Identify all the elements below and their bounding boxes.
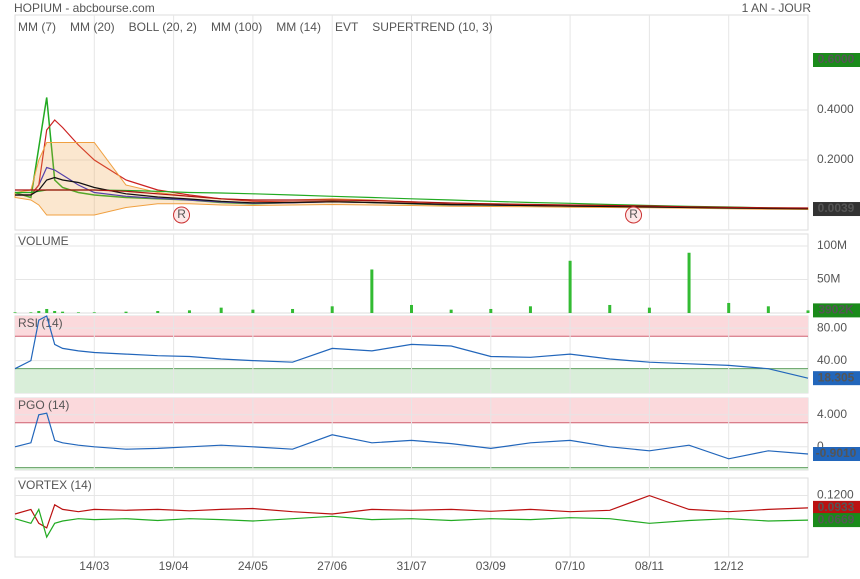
indicator-line (14, 315, 809, 379)
value-box (813, 53, 860, 67)
y-tick-label: 80.00 (817, 320, 847, 334)
indicator-line (14, 412, 809, 460)
value-label: 0.0669 (818, 512, 855, 526)
panel-title: PGO (14) (18, 398, 69, 412)
value-box (813, 513, 860, 528)
panel-title: VOLUME (18, 234, 69, 248)
x-tick-label: 31/07 (396, 559, 426, 573)
volume-bar (766, 306, 770, 313)
page-title: HOPIUM - abcbourse.com (14, 1, 155, 15)
volume-bar (410, 304, 413, 313)
volume-bar (156, 310, 160, 313)
x-tick-label: 07/10 (555, 559, 585, 573)
event-marker (625, 206, 643, 224)
period: 1 AN - JOUR (742, 1, 812, 15)
volume-bar (76, 312, 80, 313)
x-tick-label: 14/03 (79, 559, 109, 573)
legend-entry: MM (100) (211, 20, 262, 34)
volume-bar (251, 309, 255, 313)
x-tick-label: 03/09 (476, 559, 506, 573)
volume-bar (449, 309, 453, 313)
volume-bar (92, 312, 96, 313)
value-label: 18.305 (818, 370, 855, 384)
value-box (813, 202, 860, 217)
y-tick-label: 0 (817, 439, 824, 453)
y-tick-label: 100M (817, 238, 847, 252)
volume-bar (29, 312, 33, 313)
volume-bar (528, 306, 532, 313)
event-label: R (177, 207, 186, 221)
legend-entry: BOLL (20, 2) (129, 20, 197, 34)
indicator-line (14, 507, 809, 539)
y-tick-label: 0.4000 (817, 102, 854, 116)
value-label: 0.0039 (818, 201, 855, 215)
y-tick-label: 0.2000 (817, 152, 854, 166)
x-tick-label: 19/04 (159, 559, 189, 573)
legend-entry: EVT (335, 20, 359, 34)
x-tick-label: 08/11 (635, 559, 664, 573)
indicator-line (15, 176, 809, 210)
indicator-line (14, 494, 809, 529)
legend-entry: SUPERTREND (10, 3) (372, 20, 492, 34)
volume-bar (45, 308, 49, 313)
y-tick-label: 4.000 (817, 407, 847, 421)
volume-bar (37, 310, 41, 313)
x-tick-label: 12/12 (714, 559, 744, 573)
legend-entry: MM (20) (70, 20, 115, 34)
legend-entry: MM (7) (18, 20, 56, 34)
volume-bar (806, 310, 810, 313)
y-tick-label: 40.00 (817, 353, 847, 367)
value-label: 0.0933 (818, 500, 855, 514)
y-tick-label: 0.1200 (817, 488, 854, 502)
volume-bar (727, 302, 731, 313)
volume-bar (53, 310, 57, 313)
event-label: R (629, 207, 638, 221)
value-label: 3902K (818, 303, 854, 317)
volume-bar (291, 308, 295, 313)
volume-bar (219, 307, 223, 313)
value-label: 0.6000 (818, 52, 855, 66)
volume-bar (187, 310, 191, 313)
event-marker (173, 206, 191, 224)
volume-bar (124, 311, 128, 313)
volume-bar (489, 308, 493, 313)
legend-entry: MM (14) (276, 20, 321, 34)
value-box (813, 500, 860, 515)
volume-bar (370, 269, 374, 313)
volume-bar (330, 306, 334, 313)
x-tick-label: 27/06 (317, 559, 347, 573)
value-box (813, 447, 860, 462)
volume-bar (61, 311, 65, 313)
value-box (813, 303, 860, 318)
x-tick-label: 24/05 (238, 559, 268, 573)
volume-bar (568, 260, 572, 313)
value-box (813, 371, 860, 386)
panel-title: RSI (14) (18, 316, 63, 330)
panel-title: VORTEX (14) (18, 478, 92, 492)
value-label: -0.9010 (816, 446, 857, 460)
volume-bar (608, 304, 612, 313)
y-tick-label: 50M (817, 272, 840, 286)
volume-bar (13, 312, 17, 313)
volume-bar (687, 252, 691, 313)
indicator-line (15, 189, 809, 209)
volume-bar (647, 307, 651, 313)
